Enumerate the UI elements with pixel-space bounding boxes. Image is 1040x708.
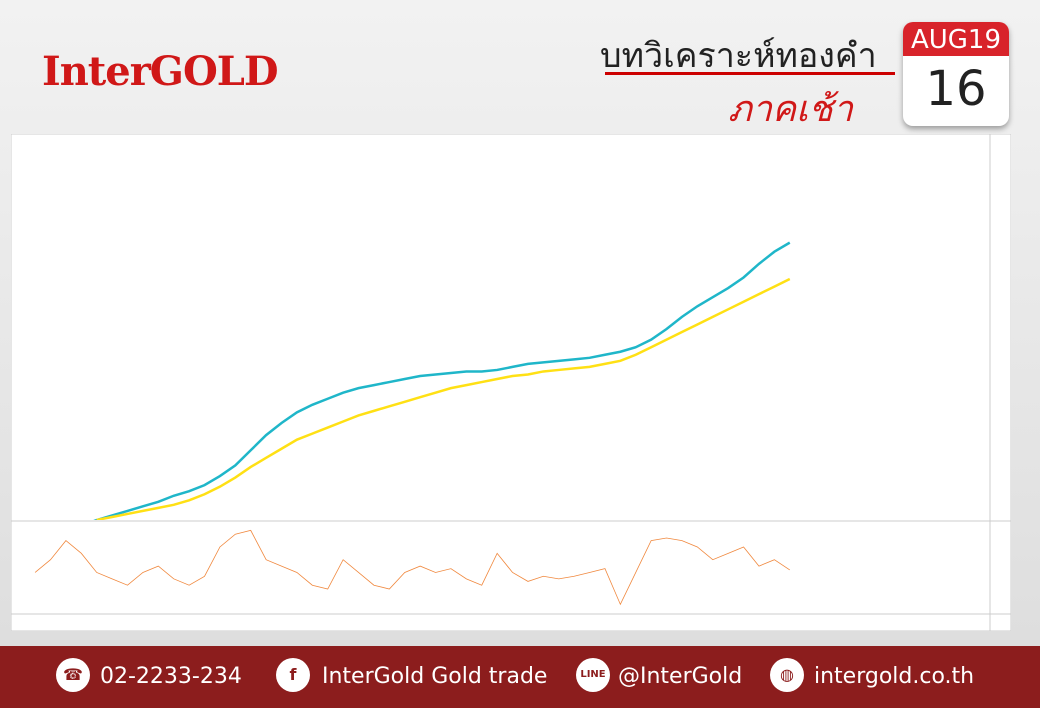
title: บทวิเคราะห์ทองคำ	[600, 36, 877, 76]
ema-line	[96, 277, 791, 520]
logo: InterGOLD	[42, 48, 279, 95]
chart-bg	[11, 134, 1011, 631]
line-icon: LINE	[576, 658, 610, 692]
web-icon: ◍	[770, 658, 804, 692]
line-id: @InterGold	[618, 664, 743, 689]
day: 16	[925, 61, 987, 117]
website: intergold.co.th	[814, 664, 975, 689]
ema-line	[93, 241, 791, 520]
rsi-line	[34, 529, 791, 606]
facebook-icon: f	[276, 658, 310, 692]
phone: 02-2233-234	[100, 664, 242, 689]
month: AUG19	[903, 22, 1009, 56]
session: ภาคเช้า	[728, 89, 853, 130]
calendar: AUG19 16	[903, 22, 1009, 126]
footer: ☎ 02-2233-234 f InterGold Gold trade LIN…	[0, 646, 1040, 708]
facebook: InterGold Gold trade	[322, 664, 548, 689]
chart	[11, 134, 1011, 631]
phone-icon: ☎	[56, 658, 90, 692]
underline	[605, 72, 895, 75]
